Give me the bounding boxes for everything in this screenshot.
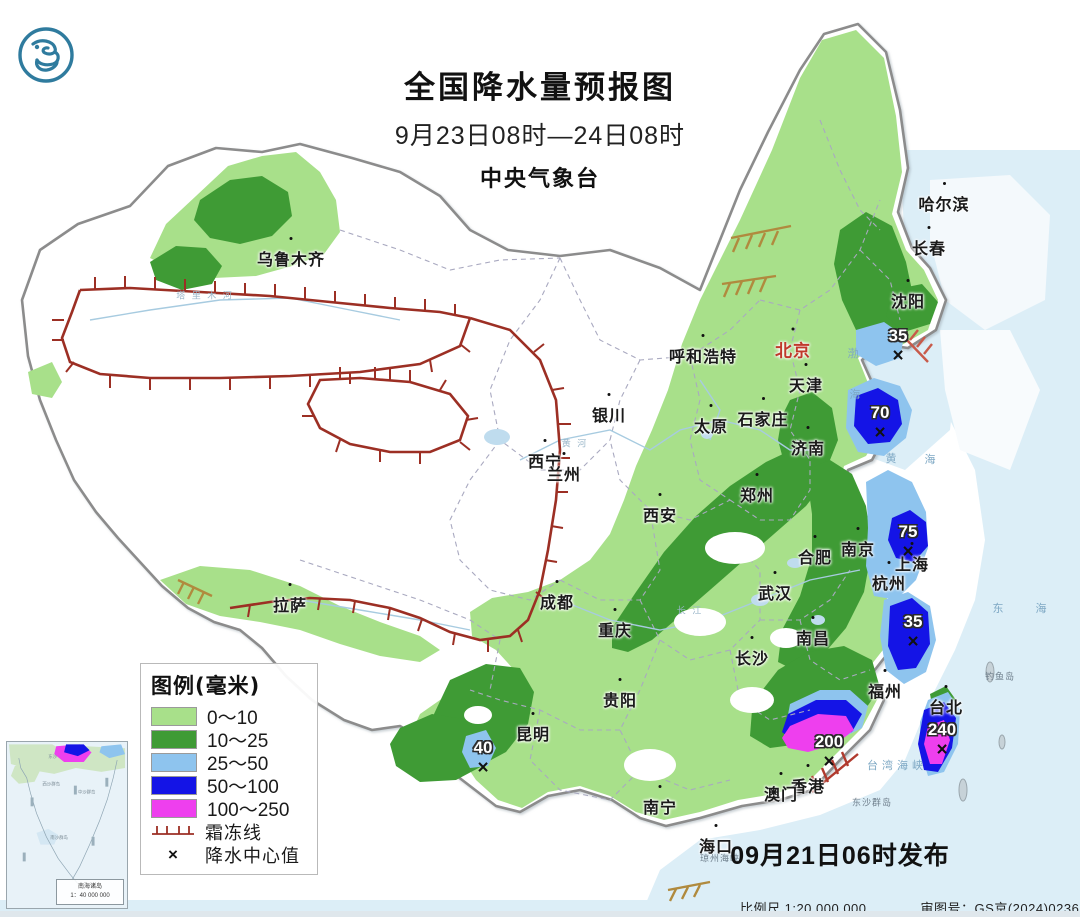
svg-text:东沙: 东沙	[48, 753, 57, 760]
precip-band-100-250	[782, 714, 950, 764]
legend-swatch	[151, 753, 197, 772]
inset-scale-value: 1：40 000 000	[70, 893, 110, 899]
frost-line-icon	[151, 823, 195, 840]
inset-scale-title: 南海诸岛	[77, 884, 102, 890]
legend-frost-line-label: 霜冻线	[205, 822, 262, 843]
legend-bands: 0～10 10～25 25～50 50～100 100～250	[151, 705, 309, 821]
legend-center-value-label: 降水中心值	[205, 845, 300, 866]
issuing-agency: 中央气象台	[479, 166, 600, 191]
no-precip-voids	[464, 532, 802, 781]
legend-swatch	[151, 707, 197, 726]
legend-band-label: 25～50	[207, 754, 269, 775]
legend-band-row: 0～10	[151, 705, 309, 729]
forecast-period: 9月23日08时—24日08时	[394, 122, 686, 150]
inset-scale-box: 南海诸岛 1：40 000 000	[56, 879, 124, 905]
svg-text:西沙群岛: 西沙群岛	[42, 781, 60, 788]
ocean-areas	[0, 150, 1080, 917]
province-boundaries	[299, 119, 901, 801]
legend-band-row: 25～50	[151, 751, 309, 775]
legend-band-row: 50～100	[151, 774, 309, 798]
legend-band-row: 100～250	[151, 797, 309, 821]
legend-swatch	[151, 799, 197, 818]
page-title: 全国降水量预报图	[404, 70, 676, 106]
legend-swatch	[151, 730, 197, 749]
legend-band-label: 10～25	[207, 731, 269, 752]
legend-panel: 图例(毫米) 0～10 10～25 25～50 50～100 100～250 霜冻线 ×…	[140, 663, 318, 875]
title-block: 全国降水量预报图 9月23日08时—24日08时 中央气象台	[330, 62, 750, 193]
wind-barbs	[176, 224, 933, 902]
issue-time: 09月21日06时发布	[730, 842, 950, 870]
bottom-bar	[0, 911, 1080, 917]
precip-center-icon: ×	[168, 845, 178, 864]
legend-band-label: 0～10	[207, 708, 258, 729]
legend-frost-line-row: 霜冻线	[151, 820, 309, 843]
south-china-sea-inset: 东沙 西沙群岛 中沙群岛 南沙群岛 南海诸岛 1：40 000 000	[6, 741, 128, 909]
legend-title: 图例(毫米)	[151, 674, 261, 698]
legend-band-label: 50～100	[207, 777, 279, 798]
legend-center-value-row: × 降水中心值	[151, 843, 309, 866]
svg-text:南沙群岛: 南沙群岛	[50, 834, 68, 841]
svg-text:中沙群岛: 中沙群岛	[78, 789, 96, 796]
legend-band-row: 10～25	[151, 728, 309, 752]
legend-swatch	[151, 776, 197, 795]
frost-line	[52, 276, 571, 652]
lakes	[484, 429, 825, 625]
island-outlines	[958, 661, 1006, 802]
cma-dragon-logo	[18, 27, 74, 83]
legend-band-label: 100～250	[207, 800, 290, 821]
